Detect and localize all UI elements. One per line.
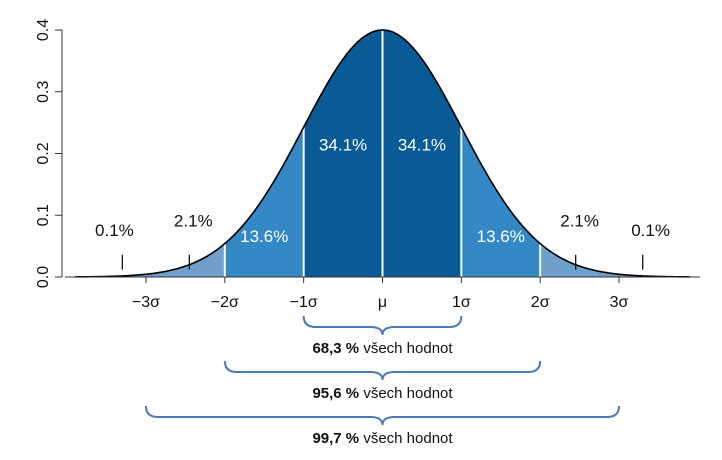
y-tick-label-4: 0.4: [35, 19, 52, 41]
region-label-6: 0.1%: [95, 221, 134, 240]
coverage-note-3sigma: 99,7 % všech hodnot: [312, 430, 452, 447]
x-tick-label-5: 2σ: [531, 294, 550, 311]
bracket-0: [302, 315, 463, 336]
y-tick-label-0: 0.0: [35, 266, 52, 288]
density-curve: [74, 29, 691, 278]
band-0: [75, 243, 225, 277]
coverage-note-2sigma: 95,6 % všech hodnot: [312, 385, 452, 402]
x-axis: −3σ −2σ −1σ μ 1σ 2σ 3σ: [65, 276, 700, 311]
x-tick-label-1: −2σ: [211, 294, 239, 311]
region-label-4: 2.1%: [174, 211, 213, 230]
band-5: [540, 243, 690, 277]
bracket-2: [144, 405, 621, 426]
region-labels: 34.1% 34.1% 13.6% 13.6% 2.1% 2.1% 0.1% 0.1%: [95, 135, 670, 270]
coverage-note-1sigma-text: všech hodnot: [359, 340, 453, 357]
x-tick-label-4: 1σ: [452, 294, 471, 311]
x-tick-label-3: μ: [378, 294, 387, 311]
coverage-note-3sigma-pct: 99,7 %: [312, 430, 360, 447]
region-label-2: 13.6%: [240, 227, 288, 246]
bracket-1: [223, 360, 542, 381]
region-label-0: 34.1%: [319, 135, 367, 154]
coverage-note-1sigma: 68,3 % všech hodnot: [312, 340, 452, 357]
coverage-brackets: [144, 315, 621, 426]
region-label-5: 2.1%: [560, 211, 599, 230]
x-tick-label-0: −3σ: [132, 294, 160, 311]
sigma-dividers: [223, 30, 542, 277]
y-tick-label-1: 0.1: [35, 204, 52, 226]
coverage-note-3sigma-text: všech hodnot: [359, 430, 453, 447]
coverage-note-2sigma-text: všech hodnot: [359, 385, 453, 402]
coverage-note-1sigma-pct: 68,3 %: [312, 340, 360, 357]
coverage-note-2sigma-pct: 95,6 %: [312, 385, 360, 402]
region-label-7: 0.1%: [631, 221, 670, 240]
region-label-3: 13.6%: [477, 227, 525, 246]
y-tick-label-3: 0.3: [35, 81, 52, 103]
y-axis: 0.0 0.1 0.2 0.3 0.4: [35, 19, 63, 288]
x-tick-label-6: 3σ: [610, 294, 629, 311]
y-tick-label-2: 0.2: [35, 142, 52, 164]
x-tick-label-2: −1σ: [290, 294, 318, 311]
region-label-1: 34.1%: [398, 135, 446, 154]
